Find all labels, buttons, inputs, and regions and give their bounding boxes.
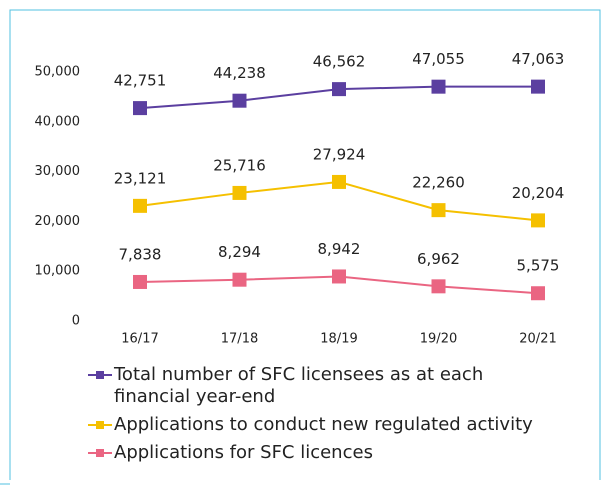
data-label: 23,121 (114, 169, 167, 187)
marker (431, 79, 446, 94)
y-tick-label: 0 (72, 314, 80, 329)
data-label: 6,962 (417, 250, 460, 268)
legend: Total number of SFC licensees as at each… (88, 364, 558, 470)
data-label: 27,924 (313, 145, 366, 163)
legend-swatch (88, 414, 114, 436)
marker (332, 269, 346, 284)
marker (232, 185, 247, 200)
y-tick-label: 30,000 (35, 164, 81, 179)
marker (531, 213, 545, 228)
data-label: 42,751 (114, 72, 167, 90)
legend-label: Applications to conduct new regulated ac… (114, 414, 533, 435)
data-label: 46,562 (313, 53, 366, 71)
marker (133, 198, 147, 213)
data-label: 8,294 (218, 243, 261, 261)
marker (431, 203, 446, 218)
marker (531, 286, 545, 301)
data-label: 22,260 (412, 174, 465, 192)
legend-swatch (88, 442, 114, 464)
data-label: 47,055 (412, 50, 465, 68)
marker (531, 79, 545, 94)
legend-swatch (88, 364, 114, 386)
data-label: 7,838 (119, 245, 162, 263)
marker (332, 174, 346, 189)
x-tick-label: 18/19 (320, 332, 357, 347)
legend-item: Applications for SFC licences (88, 442, 558, 464)
data-label: 47,063 (512, 50, 565, 68)
y-tick-label: 50,000 (35, 65, 81, 80)
data-label: 44,238 (213, 64, 266, 82)
frame (9, 9, 601, 480)
legend-item: Applications to conduct new regulated ac… (88, 414, 558, 436)
data-label: 5,575 (517, 257, 560, 275)
marker (431, 279, 446, 294)
x-tick-label: 20/21 (519, 332, 556, 347)
x-tick-label: 16/17 (121, 332, 158, 347)
legend-label: Total number of SFC licensees as at each… (114, 364, 484, 407)
marker (133, 274, 147, 289)
y-tick-label: 40,000 (35, 114, 81, 129)
marker (232, 93, 247, 108)
marker (332, 82, 346, 97)
y-tick-label: 10,000 (35, 264, 81, 279)
legend-item: Total number of SFC licensees as at each… (88, 364, 558, 408)
x-tick-label: 19/20 (420, 332, 457, 347)
x-tick-label: 17/18 (221, 332, 258, 347)
data-label: 8,942 (318, 240, 361, 258)
y-tick-label: 20,000 (35, 214, 81, 229)
data-label: 25,716 (213, 156, 266, 174)
data-label: 20,204 (512, 184, 565, 202)
marker (133, 101, 147, 116)
legend-label: Applications for SFC licences (114, 442, 373, 463)
marker (232, 272, 247, 287)
